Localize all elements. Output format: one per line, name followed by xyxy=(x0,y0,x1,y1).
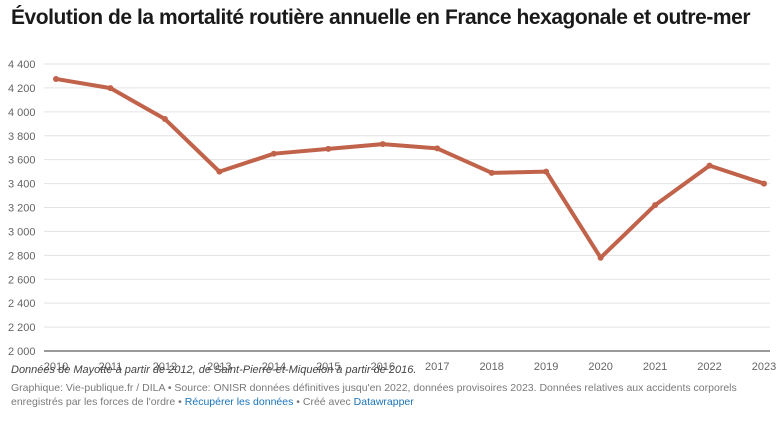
x-tick-label: 2015 xyxy=(316,361,340,373)
x-tick-label: 2013 xyxy=(207,361,231,373)
x-tick-label: 2010 xyxy=(44,361,68,373)
y-tick-label: 3 600 xyxy=(8,155,36,167)
data-point[interactable] xyxy=(652,202,659,209)
y-tick-label: 3 400 xyxy=(8,179,36,191)
data-point[interactable] xyxy=(488,169,495,176)
data-point[interactable] xyxy=(597,254,604,261)
data-point[interactable] xyxy=(325,145,332,152)
x-tick-label: 2011 xyxy=(99,361,123,373)
x-tick-label: 2022 xyxy=(697,361,721,373)
x-tick-label: 2016 xyxy=(371,361,395,373)
datawrapper-link[interactable]: Datawrapper xyxy=(353,396,414,408)
x-tick-label: 2014 xyxy=(262,361,286,373)
data-point[interactable] xyxy=(761,180,767,187)
x-axis-ticks: 2010 2011 2012 2013 2014 2015 2016 2017 2018 2019… xyxy=(44,361,776,373)
y-tick-label: 2 800 xyxy=(8,250,36,262)
chart-footer: Graphique: Vie-publique.fr / DILA • Sour… xyxy=(11,381,771,409)
footer-source-text: Graphique: Vie-publique.fr / DILA • Sour… xyxy=(11,382,737,408)
y-tick-label: 3 800 xyxy=(8,131,36,143)
y-tick-label: 2 600 xyxy=(8,274,36,286)
chart-title: Évolution de la mortalité routière annue… xyxy=(11,6,751,29)
y-axis-ticks: 4 400 4 200 4 000 3 800 3 600 3 400 3 200 3 000… xyxy=(8,59,36,358)
x-tick-label: 2023 xyxy=(752,361,776,373)
data-point[interactable] xyxy=(706,162,713,169)
gridlines xyxy=(44,63,770,352)
y-tick-label: 4 000 xyxy=(8,107,36,119)
data-point[interactable] xyxy=(270,150,277,157)
x-tick-label: 2019 xyxy=(534,361,558,373)
series-line-mortality xyxy=(54,76,766,260)
x-tick-label: 2017 xyxy=(425,361,449,373)
data-point[interactable] xyxy=(379,141,386,148)
data-point[interactable] xyxy=(53,75,59,82)
y-tick-label: 2 200 xyxy=(8,322,36,334)
data-point[interactable] xyxy=(107,85,114,92)
data-point[interactable] xyxy=(161,116,168,123)
data-points xyxy=(53,75,767,261)
y-tick-label: 2 000 xyxy=(8,346,36,358)
y-tick-label: 2 400 xyxy=(8,298,36,310)
chart-note: Données de Mayotte à partir de 2012, de … xyxy=(11,364,417,376)
footer-created-with: • Créé avec xyxy=(296,396,351,408)
y-tick-label: 4 200 xyxy=(8,83,36,95)
data-point[interactable] xyxy=(543,168,550,175)
data-point[interactable] xyxy=(216,168,223,175)
x-tick-label: 2021 xyxy=(643,361,667,373)
data-point[interactable] xyxy=(434,145,441,152)
y-tick-label: 4 400 xyxy=(8,59,36,71)
y-tick-label: 3 200 xyxy=(8,203,36,215)
x-tick-label: 2018 xyxy=(479,361,503,373)
x-tick-label: 2012 xyxy=(153,361,177,373)
x-tick-label: 2020 xyxy=(588,361,612,373)
y-tick-label: 3 000 xyxy=(8,226,36,238)
download-data-link[interactable]: Récupérer les données xyxy=(184,396,294,408)
